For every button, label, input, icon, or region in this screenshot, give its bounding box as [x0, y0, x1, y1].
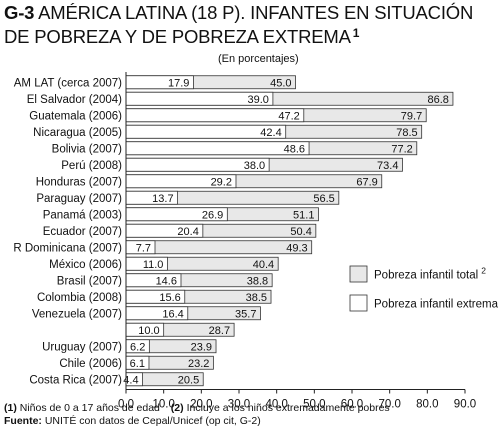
value-label-total: 78.5: [396, 127, 417, 139]
value-label-extreme: 20.4: [177, 226, 198, 238]
category-label: Bolivia (2007): [52, 143, 122, 155]
category-label: Chile (2006): [59, 358, 122, 370]
value-label-extreme: 7.7: [136, 242, 151, 254]
value-label-extreme: 26.9: [202, 209, 223, 221]
x-tick-label: 50.0: [303, 399, 325, 411]
category-label: Uruguay (2007): [42, 341, 122, 353]
footnote-line: (1) Niños de 0 a 17 años de edad (2) Inc…: [4, 402, 390, 415]
value-label-total: 51.1: [293, 209, 314, 221]
x-tick-label: 10.0: [152, 399, 174, 411]
value-label-extreme: 6.1: [130, 358, 145, 370]
category-label: Nicaragua (2005): [33, 127, 122, 139]
category-label: Guatemala (2006): [29, 110, 122, 122]
value-label-total: 56.5: [313, 193, 334, 205]
x-tick-label: 40.0: [265, 399, 287, 411]
category-label: Paraguay (2007): [36, 193, 122, 205]
value-label-extreme: 15.6: [159, 292, 180, 304]
category-label: Honduras (2007): [36, 176, 122, 188]
category-label: Colombia (2008): [37, 292, 122, 304]
value-label-total: 20.5: [178, 374, 199, 386]
value-label-total: 23.9: [191, 341, 212, 353]
chart-title: G-3 AMÉRICA LATINA (18 P). INFANTES EN S…: [4, 2, 496, 47]
value-label-total: 23.2: [188, 358, 209, 370]
value-label-total: 35.7: [235, 308, 256, 320]
footnote-1-text: Niños de 0 a 17 años de edad: [19, 402, 160, 414]
value-label-extreme: 13.7: [152, 193, 173, 205]
value-label-total: 77.2: [391, 143, 412, 155]
value-label-extreme: 38.0: [244, 160, 265, 172]
chart-code: G-3: [4, 2, 35, 23]
bar-extreme: [125, 141, 310, 156]
footnote-2-number: (2): [170, 402, 184, 414]
value-label-total: 45.0: [270, 77, 291, 89]
value-label-extreme: 48.6: [284, 143, 305, 155]
chart-title-text: AMÉRICA LATINA (18 P). INFANTES EN SITUA…: [4, 2, 474, 47]
bar-extreme: [125, 108, 305, 123]
source-text: UNITÉ con datos de Cepal/Unicef (op cit,…: [44, 415, 261, 427]
value-label-extreme: 29.2: [211, 176, 232, 188]
value-label-extreme: 17.9: [168, 77, 189, 89]
category-label: México (2006): [49, 259, 122, 271]
source-line: Fuente: UNITÉ con datos de Cepal/Unicef …: [4, 415, 390, 428]
value-label-extreme: 11.0: [143, 259, 164, 271]
footnotes: (1) Niños de 0 a 17 años de edad (2) Inc…: [4, 402, 390, 428]
x-tick-label: 30.0: [228, 399, 250, 411]
legend-label: Pobreza infantil extrema: [374, 299, 499, 311]
x-tick-label: 80.0: [416, 399, 438, 411]
x-tick-label: 20.0: [190, 399, 212, 411]
legend-swatch: [349, 294, 368, 312]
category-label: Ecuador (2007): [43, 226, 122, 238]
value-label-total: 79.7: [401, 110, 422, 122]
legend-note-mark: 2: [481, 266, 486, 276]
footnote-1-number: (1): [4, 402, 17, 414]
value-label-total: 49.3: [286, 242, 307, 254]
x-tick-label: 60.0: [341, 399, 363, 411]
x-tick-label: 0.0: [118, 399, 134, 411]
legend-swatch: [349, 265, 368, 283]
category-label: Perú (2008): [61, 160, 122, 172]
value-label-total: 73.4: [377, 160, 398, 172]
value-label-extreme: 47.2: [278, 110, 299, 122]
value-label-extreme: 10.0: [138, 325, 159, 337]
legend-label: Pobreza infantil total 2: [374, 266, 486, 282]
value-label-total: 86.8: [428, 94, 449, 106]
value-label-extreme: 16.4: [162, 308, 183, 320]
value-label-extreme: 39.0: [247, 94, 268, 106]
value-label-total: 50.4: [290, 226, 311, 238]
value-label-total: 38.5: [246, 292, 267, 304]
x-tick-label: 90.0: [454, 399, 476, 411]
value-label-total: 38.8: [247, 275, 268, 287]
category-label: Venezuela (2007): [32, 308, 122, 320]
x-tick-label: 70.0: [378, 399, 400, 411]
category-label: R Dominicana (2007): [13, 242, 122, 254]
value-label-total: 67.9: [356, 176, 377, 188]
chart-subtitle: (En porcentajes): [218, 53, 299, 65]
category-label: Costa Rica (2007): [29, 374, 122, 386]
source-label: Fuente:: [4, 415, 42, 427]
value-label-extreme: 14.6: [156, 275, 177, 287]
value-label-extreme: 6.2: [130, 341, 145, 353]
value-label-extreme: 4.4: [123, 374, 138, 386]
category-label: AM LAT (cerca 2007): [14, 77, 122, 89]
category-label: Panamá (2003): [43, 209, 122, 221]
footnote-2-text: Incluye a los niños extremadamente pobre…: [186, 402, 390, 414]
value-label-total: 40.4: [253, 259, 274, 271]
value-label-extreme: 42.4: [260, 127, 281, 139]
category-label: Brasil (2007): [57, 275, 122, 287]
value-label-total: 28.7: [209, 325, 230, 337]
title-note-mark: 1: [352, 26, 360, 40]
category-label: El Salvador (2004): [27, 94, 122, 106]
